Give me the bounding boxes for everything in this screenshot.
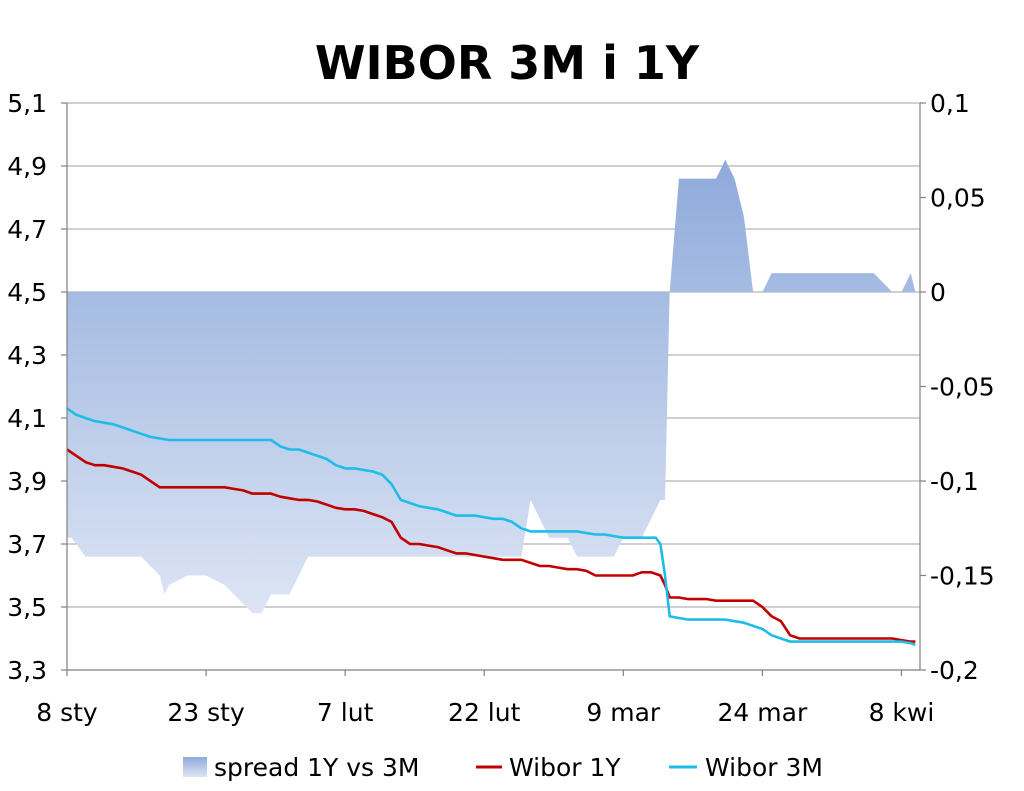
y-right-tick-label: -0,2 <box>930 656 979 685</box>
tick-labels: 3,3 3,5 3,7 3,9 4,1 4,3 4,5 4,7 4,9 5,1 -0,2 -0,15 -… <box>7 89 994 727</box>
legend-label-spread: spread 1Y vs 3M <box>214 753 420 782</box>
series-line-wibor-1y <box>66 448 916 643</box>
series-line-wibor-3m <box>66 407 916 647</box>
legend-swatch-spread <box>183 757 207 777</box>
y-left-tick-label: 3,7 <box>7 530 47 559</box>
y-left-tick-label: 4,7 <box>7 215 47 244</box>
legend: spread 1Y vs 3M Wibor 1Y Wibor 3M <box>183 753 823 782</box>
y-left-tick-label: 3,9 <box>7 467 47 496</box>
x-tick-label: 24 mar <box>718 698 808 727</box>
y-right-tick-label: -0,15 <box>930 562 995 591</box>
y-right-tick-label: -0,1 <box>930 467 979 496</box>
y-right-tick-label: -0,05 <box>930 373 995 402</box>
legend-label-wibor-3m: Wibor 3M <box>705 753 823 782</box>
chart-title: WIBOR 3M i 1Y <box>315 36 700 90</box>
x-tick-label: 8 sty <box>36 698 98 727</box>
y-left-tick-label: 4,5 <box>7 278 47 307</box>
series-lines-layer <box>66 407 916 647</box>
spread-area-layer <box>67 159 916 614</box>
legend-label-wibor-1y: Wibor 1Y <box>509 753 621 782</box>
x-tick-label: 22 lut <box>448 698 521 727</box>
y-left-tick-label: 5,1 <box>7 89 47 118</box>
spread-area <box>67 159 916 614</box>
y-left-tick-label: 4,1 <box>7 404 47 433</box>
x-tick-label: 23 sty <box>167 698 245 727</box>
x-tick-label: 7 lut <box>317 698 374 727</box>
y-right-tick-label: 0,1 <box>930 89 970 118</box>
axes <box>61 102 926 676</box>
y-left-tick-label: 3,3 <box>7 656 47 685</box>
x-tick-label: 9 mar <box>586 698 661 727</box>
y-right-tick-label: 0,05 <box>930 184 986 213</box>
y-left-tick-label: 4,9 <box>7 152 47 181</box>
y-left-tick-label: 3,5 <box>7 593 47 622</box>
y-right-tick-label: 0 <box>930 278 946 307</box>
y-left-tick-label: 4,3 <box>7 341 47 370</box>
x-tick-label: 8 kwi <box>869 698 935 727</box>
